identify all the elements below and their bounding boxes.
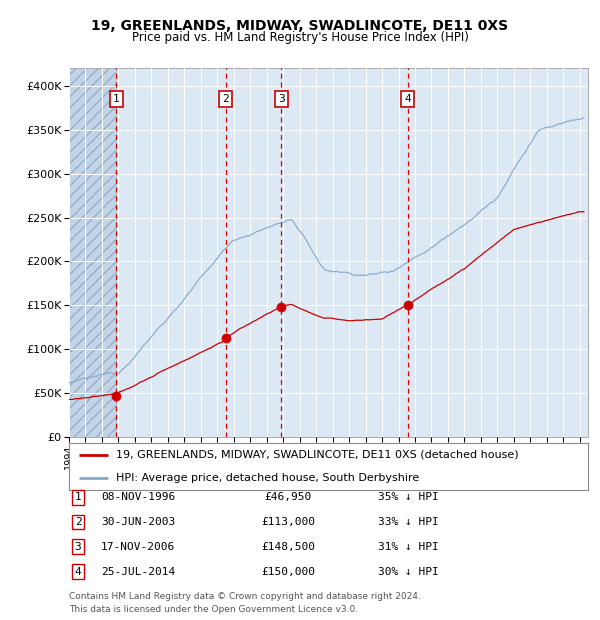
Text: £113,000: £113,000: [261, 517, 315, 527]
Text: 19, GREENLANDS, MIDWAY, SWADLINCOTE, DE11 0XS (detached house): 19, GREENLANDS, MIDWAY, SWADLINCOTE, DE1…: [116, 450, 518, 460]
Text: 3: 3: [278, 94, 284, 104]
Text: 08-NOV-1996: 08-NOV-1996: [101, 492, 175, 502]
Text: £150,000: £150,000: [261, 567, 315, 577]
Text: 19, GREENLANDS, MIDWAY, SWADLINCOTE, DE11 0XS: 19, GREENLANDS, MIDWAY, SWADLINCOTE, DE1…: [91, 19, 509, 33]
Text: 35% ↓ HPI: 35% ↓ HPI: [377, 492, 439, 502]
Text: 31% ↓ HPI: 31% ↓ HPI: [377, 542, 439, 552]
Text: 1: 1: [113, 94, 119, 104]
Text: This data is licensed under the Open Government Licence v3.0.: This data is licensed under the Open Gov…: [69, 604, 358, 614]
Text: 1: 1: [74, 492, 82, 502]
Text: 2: 2: [222, 94, 229, 104]
Text: £148,500: £148,500: [261, 542, 315, 552]
Text: HPI: Average price, detached house, South Derbyshire: HPI: Average price, detached house, Sout…: [116, 473, 419, 483]
Text: £46,950: £46,950: [265, 492, 311, 502]
Text: 2: 2: [74, 517, 82, 527]
Text: 3: 3: [74, 542, 82, 552]
Text: 33% ↓ HPI: 33% ↓ HPI: [377, 517, 439, 527]
Text: 25-JUL-2014: 25-JUL-2014: [101, 567, 175, 577]
Bar: [69, 68, 116, 437]
Text: 4: 4: [404, 94, 411, 104]
Text: 4: 4: [74, 567, 82, 577]
Text: 30-JUN-2003: 30-JUN-2003: [101, 517, 175, 527]
Text: 30% ↓ HPI: 30% ↓ HPI: [377, 567, 439, 577]
Text: 17-NOV-2006: 17-NOV-2006: [101, 542, 175, 552]
Text: Contains HM Land Registry data © Crown copyright and database right 2024.: Contains HM Land Registry data © Crown c…: [69, 592, 421, 601]
Text: Price paid vs. HM Land Registry's House Price Index (HPI): Price paid vs. HM Land Registry's House …: [131, 31, 469, 44]
